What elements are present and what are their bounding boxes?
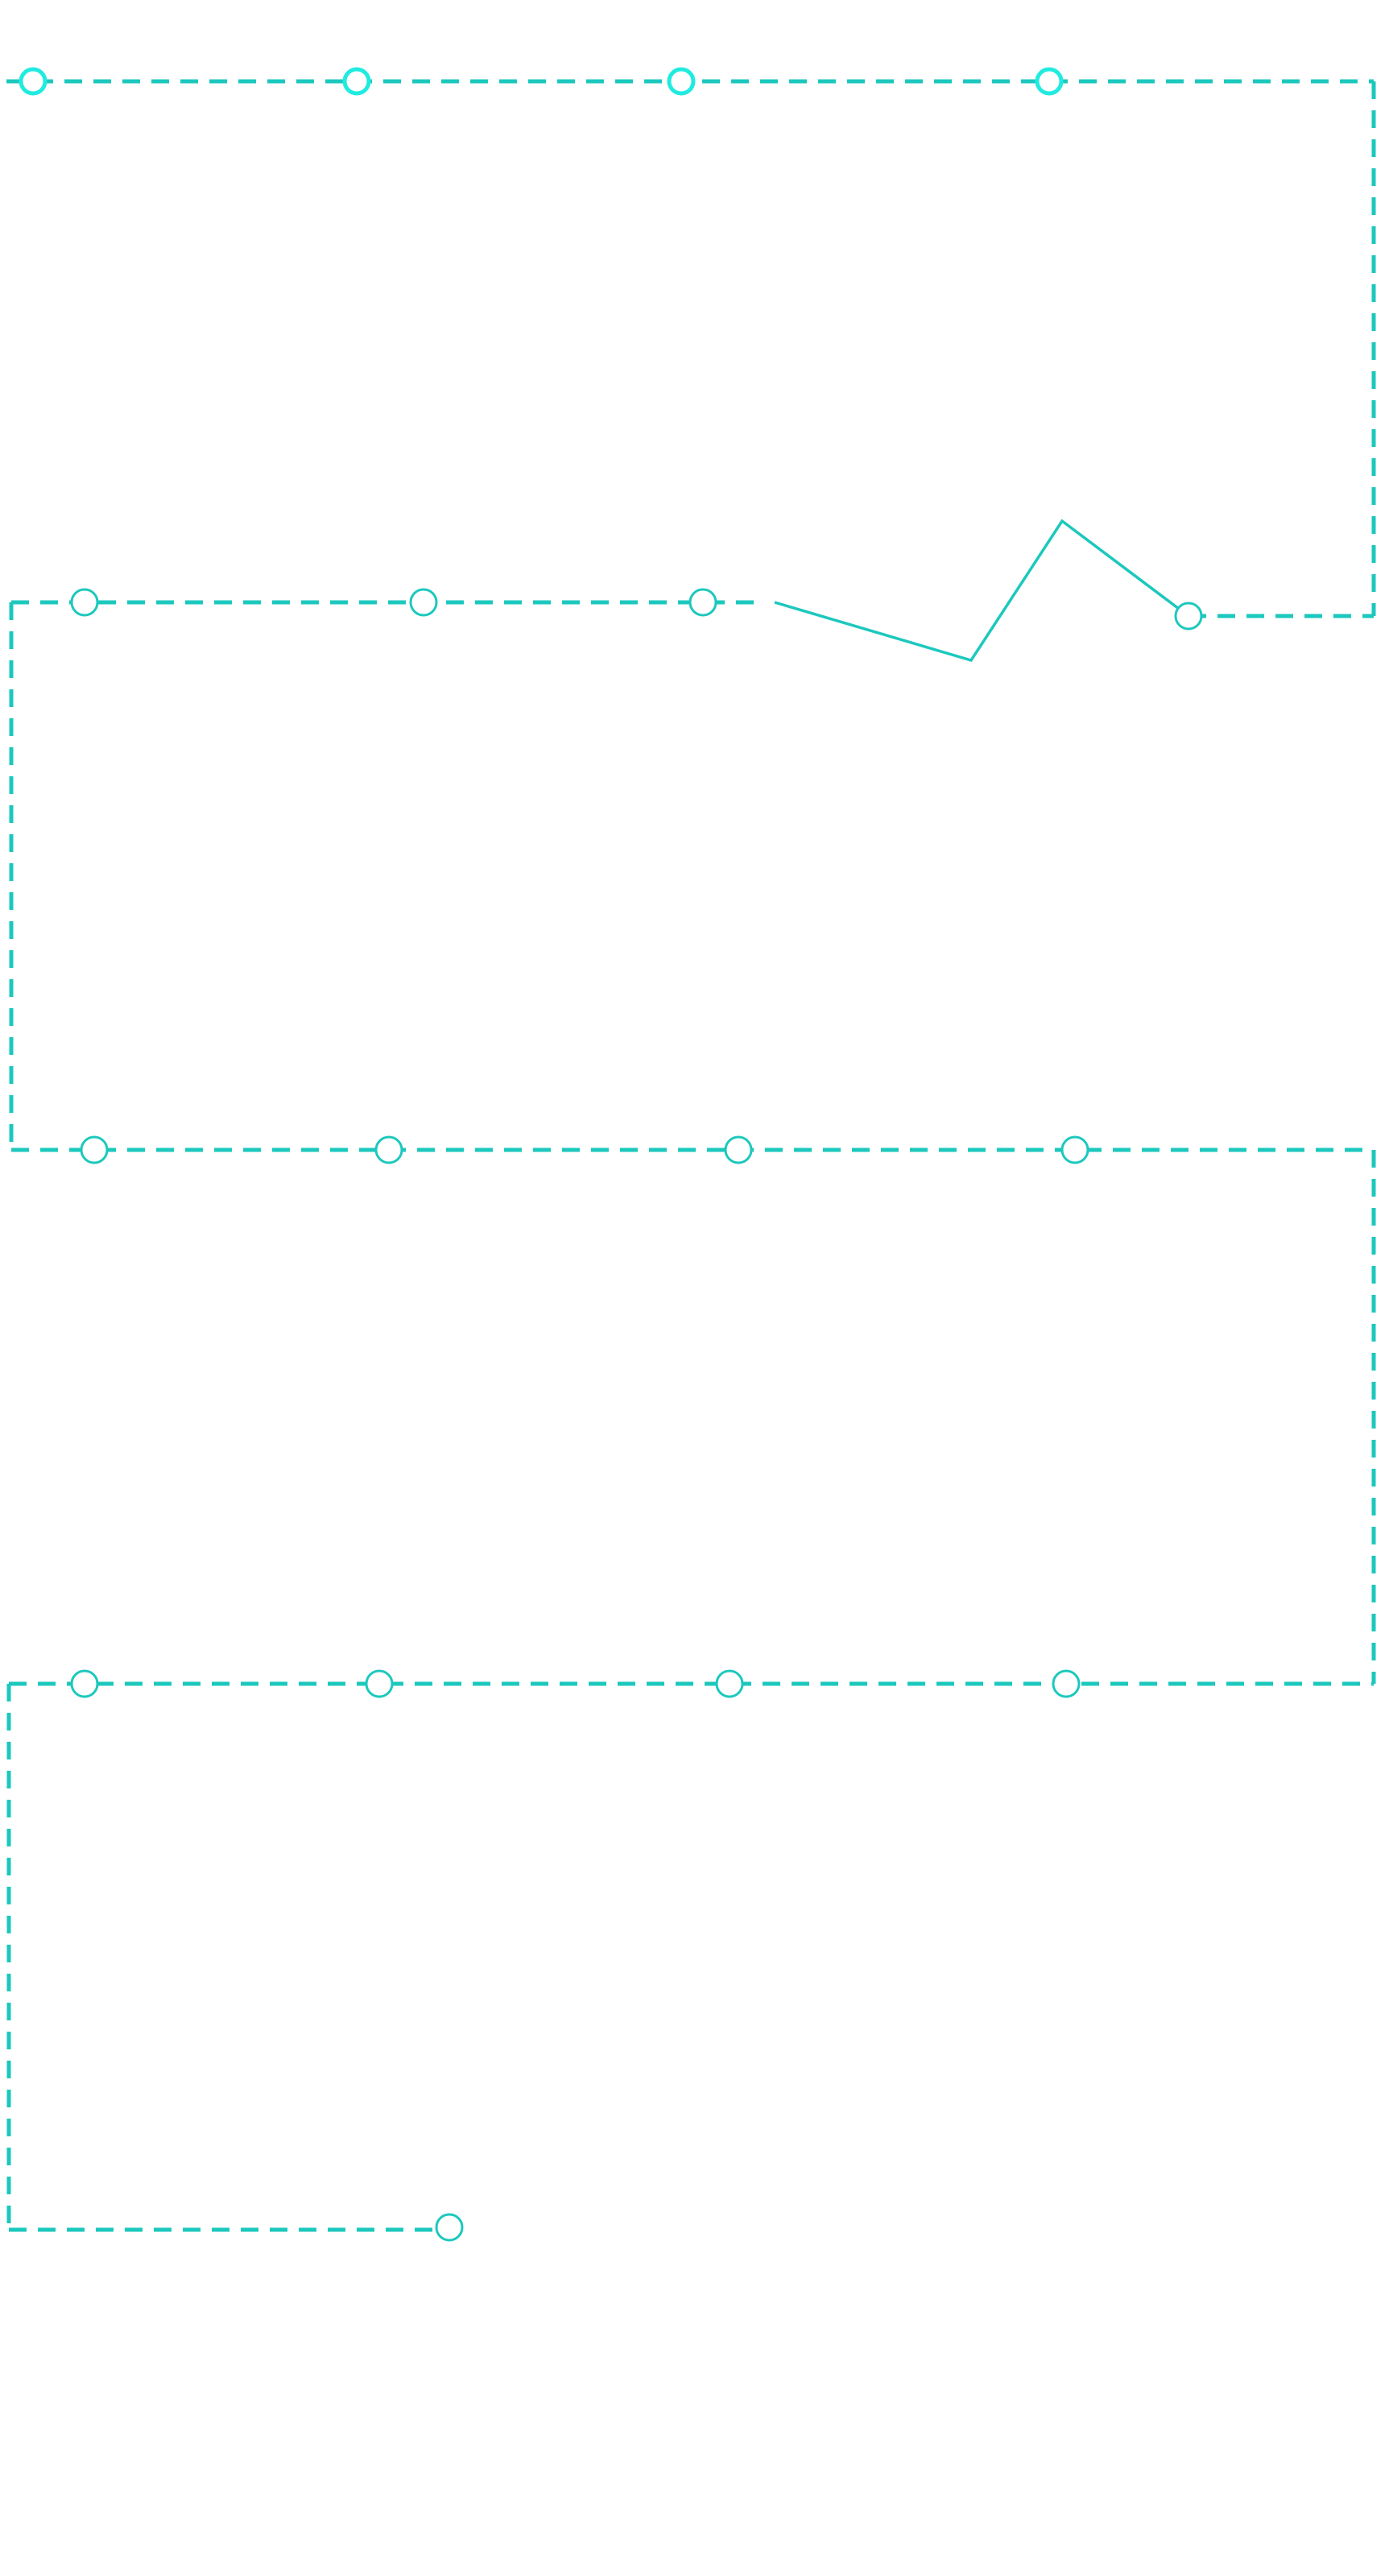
milestone-node	[1060, 1135, 1089, 1164]
milestone-node	[667, 67, 696, 96]
milestone-node	[80, 1135, 109, 1164]
milestone-node	[374, 1135, 403, 1164]
milestone-node	[342, 67, 371, 96]
milestone-node	[724, 1135, 753, 1164]
milestone-node	[688, 588, 717, 617]
milestone-node	[1052, 1669, 1081, 1698]
milestone-node	[365, 1669, 394, 1698]
milestone-node	[409, 588, 438, 617]
milestone-node	[70, 588, 99, 617]
milestone-node	[19, 67, 48, 96]
row-2-zigzag	[774, 519, 1190, 663]
milestone-node	[70, 1669, 99, 1698]
milestone-node	[1174, 602, 1203, 631]
milestone-node	[435, 2213, 464, 2242]
milestone-node	[1035, 67, 1064, 96]
milestone-node	[715, 1669, 744, 1698]
